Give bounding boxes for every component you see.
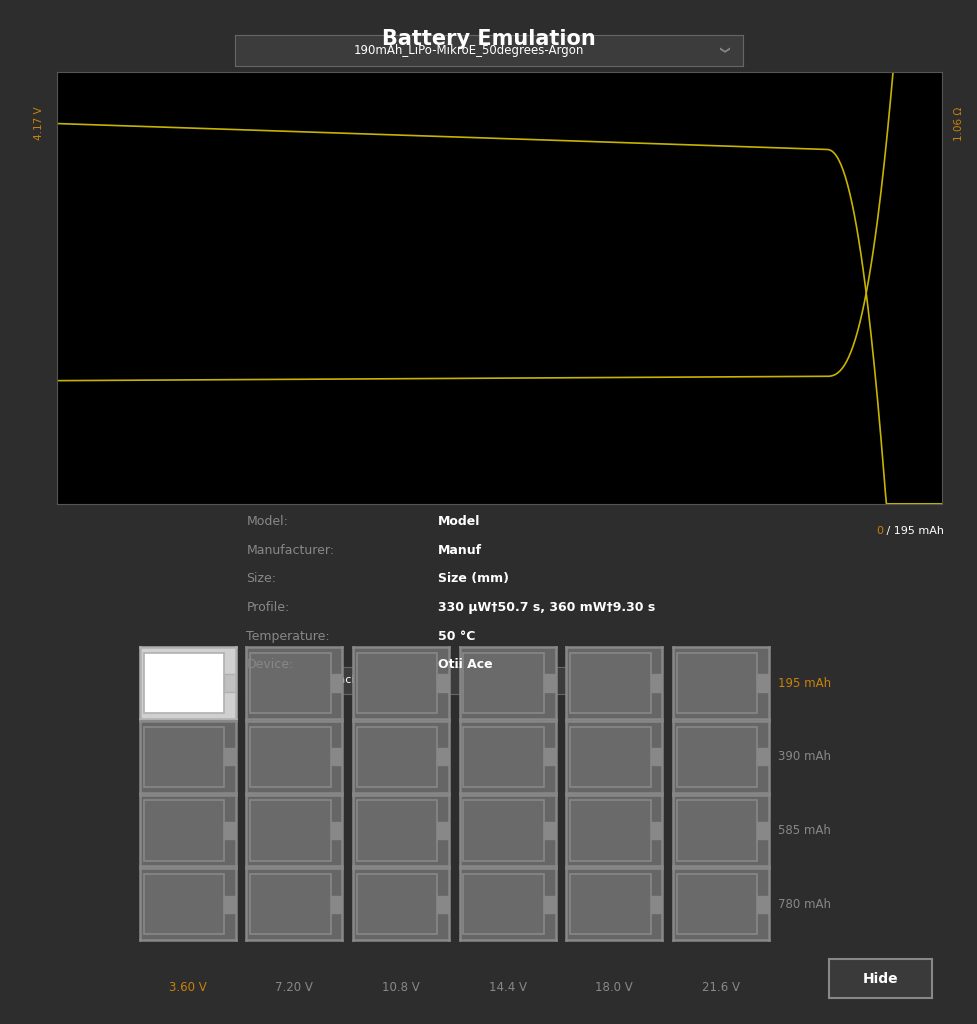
Bar (756, 896, 770, 912)
Bar (437, 822, 450, 839)
Bar (650, 749, 663, 765)
Bar (224, 822, 237, 839)
Bar (570, 727, 650, 786)
Bar (144, 874, 224, 934)
Bar (437, 749, 450, 765)
Text: Hide: Hide (862, 972, 898, 986)
Text: 18.0 V: 18.0 V (595, 981, 632, 994)
Text: 4.17 V: 4.17 V (34, 106, 44, 140)
Text: Follow: Follow (579, 676, 614, 685)
Bar (357, 653, 437, 713)
Bar (676, 727, 756, 786)
Bar (756, 749, 770, 765)
Text: 1.06 Ω: 1.06 Ω (954, 106, 963, 140)
Bar (357, 727, 437, 786)
Bar (250, 727, 330, 786)
Bar (756, 822, 770, 839)
Bar (543, 896, 557, 912)
Text: 14.4 V: 14.4 V (488, 981, 526, 994)
Text: Battery Emulation: Battery Emulation (382, 29, 595, 49)
Bar (676, 874, 756, 934)
Bar (543, 675, 557, 691)
Text: 3.60 V: 3.60 V (169, 981, 206, 994)
Bar (250, 874, 330, 934)
Bar (463, 727, 543, 786)
Text: 7.20 V: 7.20 V (276, 981, 313, 994)
Text: 10.8 V: 10.8 V (382, 981, 419, 994)
Bar (224, 749, 237, 765)
Bar (437, 896, 450, 912)
Text: Manuf: Manuf (438, 544, 482, 557)
Bar (357, 801, 437, 860)
Bar (543, 822, 557, 839)
Bar (543, 749, 557, 765)
Bar (650, 675, 663, 691)
Bar (250, 801, 330, 860)
Bar (330, 749, 344, 765)
Bar (570, 653, 650, 713)
Bar (463, 653, 543, 713)
Bar (463, 801, 543, 860)
Bar (144, 653, 224, 713)
Text: 780 mAh: 780 mAh (778, 898, 830, 910)
Text: Used capacity: Used capacity (286, 676, 365, 685)
Bar (676, 653, 756, 713)
Text: 190mAh_LiPo-MikroE_50degrees-Argon: 190mAh_LiPo-MikroE_50degrees-Argon (353, 44, 583, 56)
Text: Temperature:: Temperature: (246, 630, 330, 643)
Text: Profile:: Profile: (246, 601, 289, 614)
Bar (330, 822, 344, 839)
Bar (570, 801, 650, 860)
Bar (650, 896, 663, 912)
Bar (144, 801, 224, 860)
Bar (463, 874, 543, 934)
Bar (570, 874, 650, 934)
Text: Manufacturer:: Manufacturer: (246, 544, 334, 557)
Bar (144, 727, 224, 786)
Text: 21.6 V: 21.6 V (701, 981, 739, 994)
Text: 50 °C: 50 °C (438, 630, 475, 643)
Bar (330, 896, 344, 912)
Text: ❯: ❯ (645, 677, 654, 684)
Bar (250, 653, 330, 713)
Text: ❯: ❯ (411, 677, 421, 684)
Text: 390 mAh: 390 mAh (778, 751, 830, 763)
Bar (224, 675, 237, 691)
Bar (676, 801, 756, 860)
Bar (437, 675, 450, 691)
Text: 0: 0 (875, 526, 882, 537)
Text: 0 Ah: 0 Ah (477, 676, 501, 685)
Text: Otii Ace: Otii Ace (438, 658, 492, 672)
Text: 330 μW†50.7 s, 360 mW†9.30 s: 330 μW†50.7 s, 360 mW†9.30 s (438, 601, 655, 614)
Text: / 195 mAh: / 195 mAh (882, 526, 943, 537)
Text: Size (mm): Size (mm) (438, 572, 509, 586)
Text: Device:: Device: (246, 658, 293, 672)
Bar (224, 896, 237, 912)
Text: Size:: Size: (246, 572, 276, 586)
Bar (330, 675, 344, 691)
Text: 195 mAh: 195 mAh (778, 677, 830, 689)
Bar (357, 874, 437, 934)
Text: Model:: Model: (246, 515, 288, 528)
Text: Model: Model (438, 515, 480, 528)
Bar (756, 675, 770, 691)
Text: 585 mAh: 585 mAh (778, 824, 830, 837)
Bar (650, 822, 663, 839)
Text: ❯: ❯ (717, 46, 727, 54)
